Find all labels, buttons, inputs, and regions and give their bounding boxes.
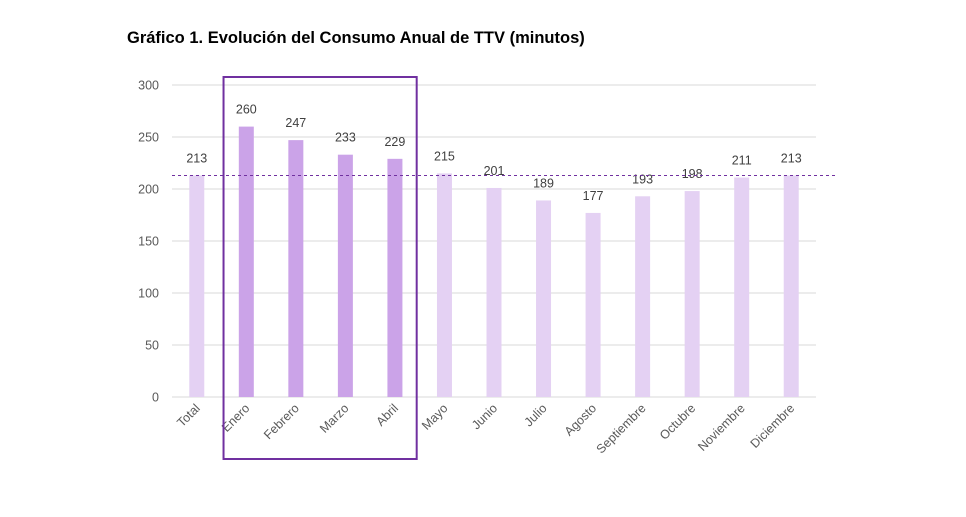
y-tick-label: 300 bbox=[138, 79, 159, 93]
x-tick-label: Diciembre bbox=[748, 401, 798, 451]
bar bbox=[734, 177, 750, 397]
x-tick-label: Junio bbox=[469, 401, 500, 432]
data-label: 193 bbox=[632, 172, 653, 186]
data-label: 260 bbox=[236, 103, 257, 117]
x-tick-label: Octubre bbox=[657, 401, 698, 442]
y-tick-label: 250 bbox=[138, 131, 159, 145]
bar bbox=[436, 173, 452, 397]
data-label: 189 bbox=[533, 176, 554, 190]
x-tick-label: Abril bbox=[373, 401, 401, 429]
data-label: 213 bbox=[781, 151, 802, 165]
data-label: 201 bbox=[484, 164, 505, 178]
bar bbox=[486, 187, 502, 397]
data-label: 213 bbox=[186, 151, 207, 165]
bar bbox=[585, 212, 601, 397]
x-tick-label: Septiembre bbox=[594, 401, 649, 456]
data-label: 177 bbox=[583, 189, 604, 203]
highlight-box bbox=[222, 76, 418, 460]
y-tick-label: 50 bbox=[145, 339, 159, 353]
bar bbox=[635, 196, 651, 397]
bar bbox=[337, 154, 353, 397]
data-label: 247 bbox=[285, 116, 306, 130]
bar bbox=[387, 158, 403, 397]
chart-title: Gráfico 1. Evolución del Consumo Anual d… bbox=[127, 29, 585, 47]
data-label: 198 bbox=[682, 167, 703, 181]
x-tick-label: Agosto bbox=[562, 401, 599, 438]
y-tick-label: 200 bbox=[138, 183, 159, 197]
data-label: 215 bbox=[434, 149, 455, 163]
y-tick-label: 0 bbox=[152, 391, 159, 405]
data-label: 229 bbox=[384, 135, 405, 149]
bar bbox=[536, 200, 552, 397]
y-tick-label: 100 bbox=[138, 287, 159, 301]
bar bbox=[783, 175, 799, 397]
x-tick-label: Marzo bbox=[317, 401, 351, 435]
bar bbox=[684, 191, 700, 397]
y-tick-label: 150 bbox=[138, 235, 159, 249]
bar bbox=[288, 140, 304, 397]
data-label: 211 bbox=[732, 154, 752, 168]
x-tick-label: Febrero bbox=[261, 401, 302, 442]
bar bbox=[189, 175, 205, 397]
x-tick-label: Total bbox=[174, 401, 203, 430]
x-tick-label: Mayo bbox=[419, 401, 451, 433]
data-label: 233 bbox=[335, 131, 356, 145]
x-tick-label: Noviembre bbox=[695, 401, 748, 454]
x-tick-label: Julio bbox=[522, 401, 550, 429]
bar bbox=[238, 126, 254, 397]
